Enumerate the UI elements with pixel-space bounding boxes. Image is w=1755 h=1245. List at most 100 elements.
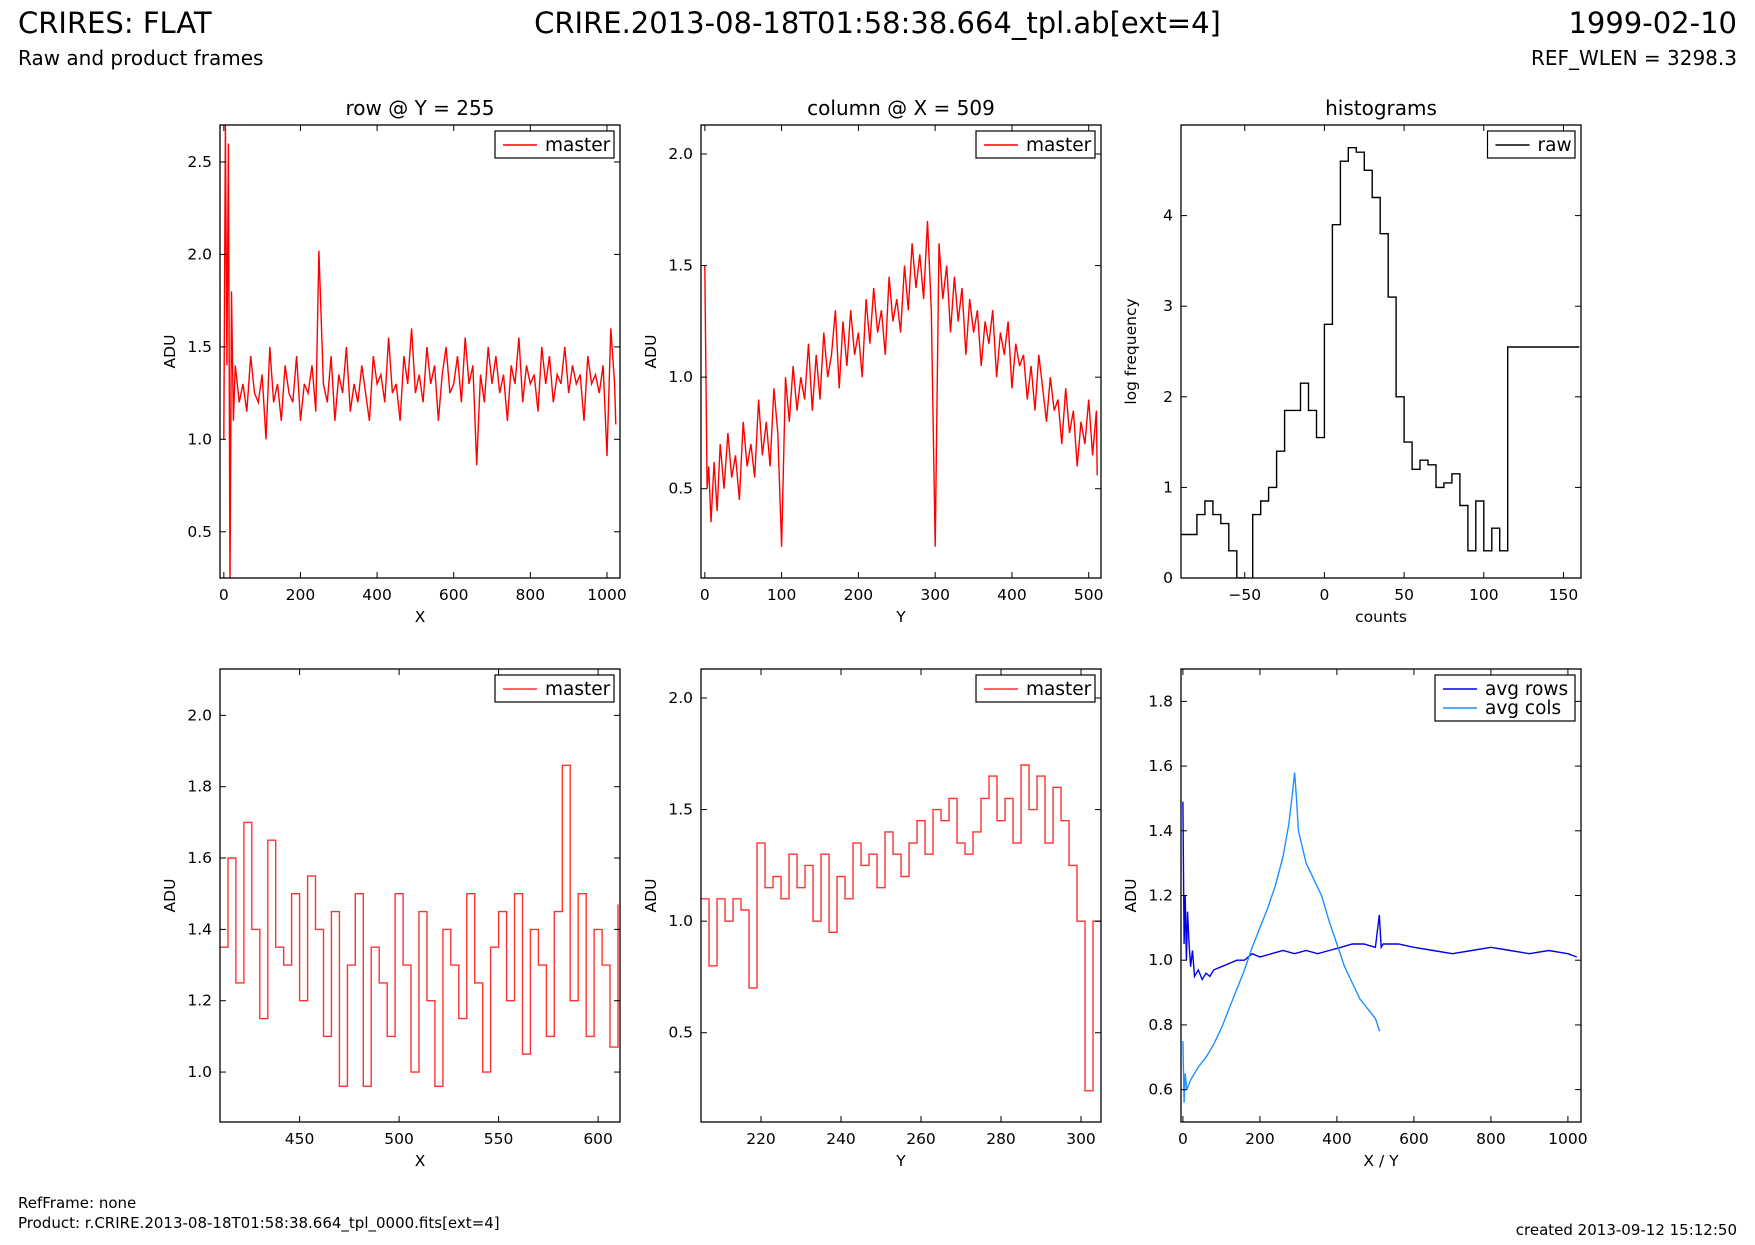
- legend-label: master: [1026, 679, 1092, 700]
- x-tick-label: 550: [484, 1130, 514, 1148]
- x-tick-label: 0: [700, 586, 710, 604]
- legend: raw: [1486, 130, 1576, 159]
- x-tick-label: 600: [1399, 1130, 1429, 1148]
- y-tick-label: 1.0: [1148, 951, 1173, 969]
- series-line: [1182, 772, 1381, 1103]
- y-axis-label: log frequency: [1122, 298, 1140, 404]
- chart-averages: 0 200 400 600 800 1000 0.6 0.8 1.0 1.2 1.4 1.6 1.8 X …: [1122, 668, 1588, 1170]
- legend-label: master: [545, 135, 611, 156]
- y-tick-label: 0.5: [187, 523, 212, 541]
- ref-frame-label: RefFrame: none: [18, 1194, 137, 1212]
- legend: master: [975, 674, 1096, 703]
- y-tick-label: 2.0: [668, 689, 693, 707]
- x-tick-label: 1000: [587, 586, 626, 604]
- x-tick-label: 300: [920, 586, 950, 604]
- x-tick-label: 400: [997, 586, 1027, 604]
- y-tick-label: 4: [1163, 207, 1173, 225]
- y-tick-label: 1.5: [668, 801, 693, 819]
- x-axis-label: X / Y: [1363, 1152, 1399, 1170]
- x-tick-label: −50: [1228, 586, 1261, 604]
- plot-frame: [700, 668, 1102, 1123]
- legend-label: raw: [1538, 135, 1572, 156]
- chart-title: histograms: [1325, 96, 1437, 120]
- series-line: [223, 125, 617, 578]
- x-tick-label: 450: [285, 1130, 315, 1148]
- x-tick-label: 260: [906, 1130, 936, 1148]
- chart-title: column @ X = 509: [807, 96, 995, 120]
- y-tick-label: 1: [1163, 478, 1173, 496]
- x-tick-label: 200: [844, 586, 874, 604]
- legend: master: [494, 674, 615, 703]
- plot-frame: [1180, 124, 1582, 579]
- file-name-title: CRIRE.2013-08-18T01:58:38.664_tpl.ab[ext…: [534, 6, 1221, 40]
- x-tick-label: 0: [219, 586, 229, 604]
- x-tick-label: 600: [583, 1130, 613, 1148]
- series-line: [704, 220, 1098, 547]
- y-tick-label: 1.8: [1148, 692, 1173, 710]
- x-tick-label: 800: [1476, 1130, 1506, 1148]
- x-tick-label: 1000: [1548, 1130, 1587, 1148]
- chart-column-zoom: 220 240 260 280 300 0.5 1.0 1.5 2.0 Y ADU master: [642, 668, 1102, 1170]
- y-tick-label: 1.6: [187, 849, 212, 867]
- x-tick-label: 240: [826, 1130, 856, 1148]
- y-tick-label: 2: [1163, 388, 1173, 406]
- y-axis-label: ADU: [161, 335, 179, 369]
- plot-frame: [1180, 668, 1582, 1123]
- y-axis-label: ADU: [161, 879, 179, 913]
- report-subtitle: Raw and product frames: [18, 46, 264, 70]
- series-line: [1181, 146, 1580, 578]
- report-title: CRIRES: FLAT: [18, 6, 212, 40]
- chart-row-zoom: 450 500 550 600 1.0 1.2 1.4 1.6 1.8 2.0 X ADU master: [161, 668, 621, 1170]
- x-tick-label: 150: [1549, 586, 1579, 604]
- legend-box: [1434, 674, 1576, 722]
- date-title: 1999-02-10: [1568, 6, 1737, 40]
- x-tick-label: 500: [1074, 586, 1104, 604]
- x-tick-label: 280: [986, 1130, 1016, 1148]
- chart-column: 0 100 200 300 400 500 0.5 1.0 1.5 2.0 column @ X =…: [642, 96, 1104, 626]
- y-axis-label: ADU: [642, 879, 660, 913]
- y-tick-label: 0.5: [668, 1024, 693, 1042]
- y-tick-label: 1.0: [187, 430, 212, 448]
- y-tick-label: 2.0: [668, 145, 693, 163]
- x-tick-label: 0: [1319, 586, 1329, 604]
- y-tick-label: 1.2: [187, 992, 212, 1010]
- y-tick-label: 2.5: [187, 153, 212, 171]
- series-line: [701, 764, 1101, 1092]
- x-tick-label: 500: [384, 1130, 414, 1148]
- x-tick-label: 300: [1066, 1130, 1096, 1148]
- y-axis-label: ADU: [1122, 879, 1140, 913]
- created-timestamp: created 2013-09-12 15:12:50: [1515, 1221, 1737, 1239]
- x-axis-label: X: [415, 608, 426, 626]
- x-tick-label: 100: [1469, 586, 1499, 604]
- x-axis-label: X: [415, 1152, 426, 1170]
- x-tick-label: 100: [767, 586, 797, 604]
- y-tick-label: 1.8: [187, 778, 212, 796]
- x-tick-label: 400: [1322, 1130, 1352, 1148]
- x-tick-label: 0: [1178, 1130, 1188, 1148]
- legend-label: avg cols: [1485, 698, 1561, 719]
- y-tick-label: 1.0: [187, 1063, 212, 1081]
- chart-title: row @ Y = 255: [346, 96, 495, 120]
- y-tick-label: 2.0: [187, 706, 212, 724]
- series-line: [1182, 801, 1578, 982]
- x-tick-label: 600: [439, 586, 469, 604]
- plot-frame: [700, 124, 1102, 579]
- y-tick-label: 1.4: [187, 920, 212, 938]
- plot-frame: [219, 124, 621, 579]
- y-tick-label: 0: [1163, 569, 1173, 587]
- legend-label: master: [1026, 135, 1092, 156]
- legend: master: [975, 130, 1096, 159]
- chart-histograms: −50 0 50 100 150 0 1 2 3 4 histograms counts log fre…: [1122, 96, 1582, 626]
- x-tick-label: 220: [746, 1130, 776, 1148]
- y-tick-label: 1.6: [1148, 757, 1173, 775]
- x-tick-label: 200: [286, 586, 316, 604]
- y-tick-label: 0.8: [1148, 1016, 1173, 1034]
- legend-label: avg rows: [1485, 679, 1568, 700]
- y-tick-label: 1.5: [668, 257, 693, 275]
- y-tick-label: 1.4: [1148, 822, 1173, 840]
- y-tick-label: 1.2: [1148, 887, 1173, 905]
- series-line: [220, 764, 619, 1088]
- x-axis-label: Y: [895, 1152, 906, 1170]
